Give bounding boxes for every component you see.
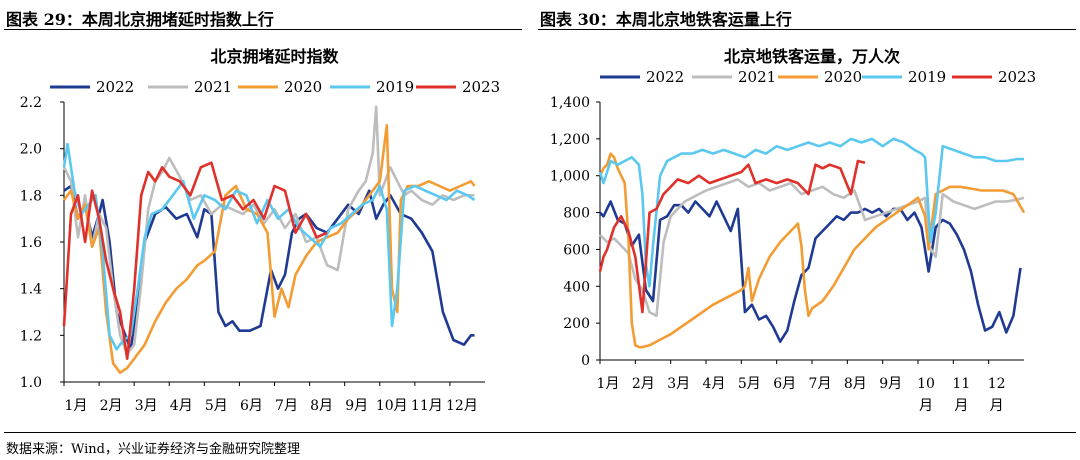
x-tick-label: 12月 [446, 398, 478, 414]
y-tick-label: 200 [563, 316, 590, 332]
x-tick-label: 4月 [703, 376, 726, 392]
y-tick-label: 2.0 [20, 142, 42, 158]
y-tick-label: 600 [563, 242, 590, 258]
legend-label-2020: 2020 [824, 68, 862, 86]
x-tick-label: 月 [919, 398, 933, 414]
y-tick-label: 1.6 [20, 235, 42, 251]
x-tick-label: 3月 [135, 398, 158, 414]
legend-label-2020: 2020 [284, 78, 322, 96]
series-line-2021 [62, 105, 475, 356]
legend-label-2021: 2021 [738, 68, 776, 86]
x-tick-label: 9月 [879, 376, 902, 392]
legend-label-2019: 2019 [376, 78, 414, 96]
x-tick-label: 7月 [275, 398, 298, 414]
x-tick-label: 8月 [844, 376, 867, 392]
x-tick-label: 6月 [773, 376, 796, 392]
heading-rule-left [4, 29, 522, 30]
y-tick-label: 1,200 [550, 132, 590, 148]
x-tick-label: 11月 [411, 398, 443, 414]
x-tick-label: 3月 [667, 376, 690, 392]
y-tick-label: 800 [563, 206, 590, 222]
legend-label-2021: 2021 [194, 78, 232, 96]
y-tick-label: 1.4 [20, 282, 42, 298]
series-line-2020 [62, 124, 476, 375]
legend-label-2022: 2022 [646, 68, 684, 86]
heading-rule-right [538, 29, 1076, 30]
x-tick-label: 12 [988, 376, 1006, 392]
x-tick-label: 5月 [205, 398, 228, 414]
y-tick-label: 1.2 [20, 328, 42, 344]
legend-label-2023: 2023 [462, 78, 500, 96]
legend-label-2022: 2022 [96, 78, 134, 96]
x-tick-label: 9月 [345, 398, 368, 414]
legend-label-2023: 2023 [998, 68, 1036, 86]
x-tick-label: 1月 [65, 398, 88, 414]
x-tick-label: 2月 [100, 398, 123, 414]
panel-left-heading: 图表 29：本周北京拥堵延时指数上行 [6, 10, 274, 29]
chart-left: 北京拥堵延时指数 1.0 1.2 1.4 1.6 1.8 2.0 2.2 1月 2月 3月 4月 5月 6… [20, 47, 500, 414]
y-tick-label: 1,400 [550, 95, 590, 111]
x-tick-label: 月 [990, 398, 1004, 414]
x-tick-label: 11 [952, 376, 970, 392]
x-tick-label: 8月 [310, 398, 333, 414]
x-tick-label: 1月 [597, 376, 620, 392]
x-tick-label: 2月 [632, 376, 655, 392]
chart-right: 北京地铁客运量，万人次 0 200 400 600 800 1,000 1,200 1,400 1… [550, 47, 1036, 414]
series-line-2019 [598, 137, 1024, 288]
chart-title: 北京地铁客运量，万人次 [724, 47, 900, 66]
series-line-2022 [599, 200, 1022, 343]
y-tick-label: 1.8 [20, 188, 42, 204]
x-tick-label: 月 [954, 398, 968, 414]
x-tick-label: 4月 [170, 398, 193, 414]
panel-right-heading: 图表 30：本周北京地铁客运量上行 [540, 10, 792, 29]
legend-label-2019: 2019 [908, 68, 946, 86]
y-tick-label: 0 [581, 353, 590, 369]
chart-title: 北京拥堵延时指数 [210, 47, 339, 66]
y-tick-label: 400 [563, 279, 590, 295]
y-tick-label: 1.0 [20, 375, 42, 391]
series-line-2020 [598, 152, 1026, 349]
source-note: 数据来源：Wind，兴业证券经济与金融研究院整理 [6, 442, 300, 457]
charts-canvas: 北京拥堵延时指数 1.0 1.2 1.4 1.6 1.8 2.0 2.2 1月 2月 3月 4月 5月 6… [20, 47, 1036, 414]
x-tick-label: 5月 [738, 376, 761, 392]
y-tick-label: 1,000 [550, 169, 590, 185]
series-line-2023 [62, 161, 328, 361]
series-line-2023 [598, 159, 866, 314]
y-tick-label: 2.2 [20, 95, 42, 111]
series-line-2019 [62, 142, 476, 351]
x-tick-label: 10 [917, 376, 935, 392]
x-tick-label: 7月 [809, 376, 832, 392]
source-rule [4, 432, 1076, 433]
series-line-2021 [599, 178, 1025, 318]
x-tick-label: 10月 [376, 398, 408, 414]
x-tick-label: 6月 [240, 398, 263, 414]
